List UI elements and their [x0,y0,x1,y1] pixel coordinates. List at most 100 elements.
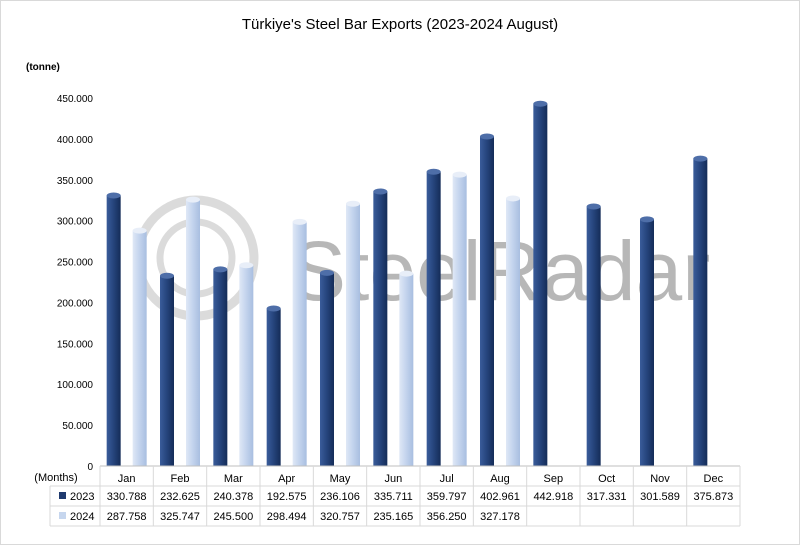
bar-body [320,272,334,466]
bar-top [399,270,414,277]
y-tick-label: 200.000 [57,298,94,309]
bar-body [292,221,307,466]
bar-2023-jan [106,192,121,466]
bar-top [533,100,548,107]
bar-body [160,275,174,466]
bar-body [480,136,494,466]
bar-body [693,158,708,466]
data-label: 325.747 [160,511,200,523]
x-tick-label: Apr [278,473,295,485]
data-label: 240.378 [213,491,253,503]
legend-swatch-2023 [59,492,66,499]
bar-2024-feb [186,196,200,467]
data-label: 320.757 [320,511,360,523]
bar-top [160,272,174,279]
y-axis-label: (tonne) [26,62,60,73]
x-tick-label: Jan [118,473,136,485]
data-label: 402.961 [480,491,520,503]
bar-body [586,206,601,466]
legend-label-2023: 2023 [70,491,94,503]
bar-top [586,203,601,210]
bar-body [346,203,360,466]
bar-2024-jun [399,270,414,466]
bar-top [132,227,147,234]
bar-body [132,230,147,466]
bar-body [239,265,254,466]
bar-2023-aug [480,133,494,466]
bar-body [426,171,441,467]
data-label: 335.711 [374,491,413,503]
data-label: 287.758 [107,511,147,523]
bar-top [266,305,281,312]
y-tick-label: 100.000 [57,380,94,391]
y-tick-label: 450.000 [57,94,94,105]
bar-top [186,196,200,203]
data-label: 301.589 [640,491,680,503]
x-tick-label: Feb [171,473,190,485]
bars [106,100,708,467]
data-label: 375.873 [693,491,733,503]
data-label: 327.178 [480,511,520,523]
bar-body [213,269,228,466]
y-tick-label: 400.000 [57,135,94,146]
bar-2024-may [346,200,360,466]
y-tick-label: 0 [87,462,93,473]
bar-2023-may [320,269,334,466]
y-tick-label: 250.000 [57,258,94,269]
data-label: 356.250 [427,511,467,523]
bar-body [266,308,281,466]
y-axis: 0 50.000 100.000 150.000 200.000 250.000 300.0… [57,94,94,473]
x-tick-label: Oct [598,473,615,485]
x-tick-label: Mar [224,473,243,485]
bar-2023-jul [426,168,441,467]
bar-body [640,219,654,466]
data-label: 232.625 [160,491,200,503]
data-label: 192.575 [267,491,307,503]
x-axis: Jan Feb Mar Apr May Jun Jul Aug Sep Oct Nov Dec [99,465,741,526]
bar-top [506,195,520,202]
data-label: 359.797 [427,491,467,503]
data-label: 236.106 [320,491,360,503]
bar-top [452,171,467,178]
y-tick-label: 350.000 [57,176,94,187]
bar-body [373,191,388,466]
x-tick-label: May [330,473,351,485]
bar-2023-jun [373,188,388,466]
x-tick-label: Jun [384,473,402,485]
bar-body [452,174,467,466]
y-tick-label: 300.000 [57,217,94,228]
bar-2023-mar [213,266,228,466]
x-axis-label: (Months) [34,472,77,484]
bar-top [239,262,254,269]
bar-2023-oct [586,203,601,466]
bar-top [106,192,121,199]
bar-top [426,168,441,175]
bar-2023-apr [266,305,281,466]
bar-2024-apr [292,218,307,466]
data-label: 298.494 [267,511,307,523]
bar-top [320,269,334,276]
bar-2023-nov [640,216,654,466]
y-tick-label: 50.000 [62,421,93,432]
bar-2024-jan [132,227,147,466]
bar-2023-sep [533,100,548,466]
bar-top [480,133,494,140]
x-tick-label: Nov [650,473,670,485]
chart-title: Türkiye's Steel Bar Exports (2023-2024 A… [242,16,558,33]
bar-body [533,103,548,466]
data-label: 317.331 [587,491,627,503]
data-label: 245.500 [213,511,253,523]
x-tick-label: Aug [490,473,510,485]
bar-2023-feb [160,272,174,466]
bar-2024-mar [239,262,254,466]
x-tick-label: Sep [544,473,564,485]
x-tick-label: Dec [704,473,724,485]
bar-2024-jul [452,171,467,466]
data-label: 235.165 [373,511,413,523]
bar-2023-dec [693,155,708,466]
bar-top [346,200,360,207]
bar-top [373,188,388,195]
y-tick-label: 150.000 [57,339,94,350]
data-table: 2023 330.788 232.625 240.378 192.575 236.106 3… [49,485,740,527]
